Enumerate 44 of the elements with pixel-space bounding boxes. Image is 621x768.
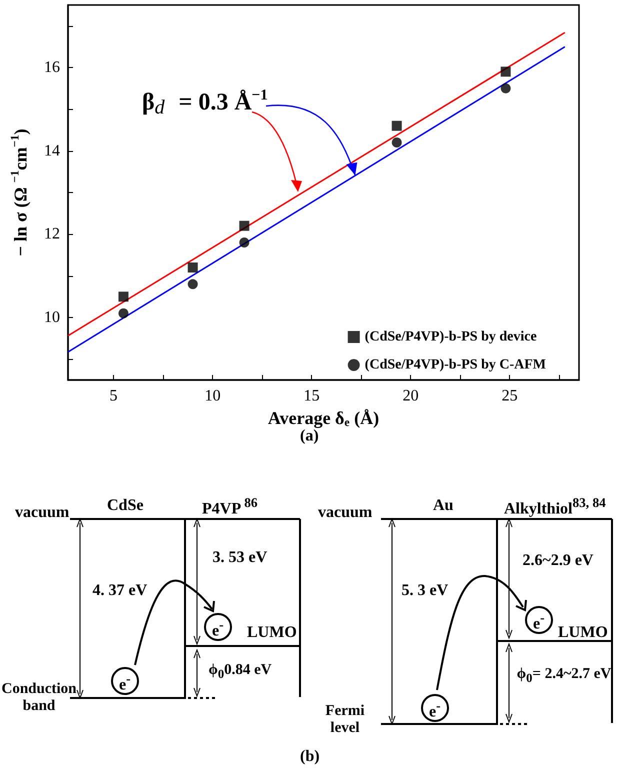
text: Au [433,496,454,514]
text: LUMO [247,624,297,640]
text: LUMO [558,624,608,640]
point [239,220,250,231]
x-tick-label: 20 [402,388,419,404]
text: Fermi level [324,703,366,737]
y-tick-label: 12 [44,226,60,243]
y-tick-label: 14 [44,142,60,160]
point [239,238,250,248]
text: 3. 53 eV [212,548,268,566]
text: ϕ$_{0}$= 2.4~2.7 eV [516,666,612,686]
text: Conduction band [1,681,77,715]
text: 5. 3 eV [402,582,448,598]
point [188,262,198,272]
text: e$^{-}$ [533,608,545,632]
text: Alkylthiol$^{83, 84}$ [504,494,606,517]
x-tick-label: 15 [304,388,320,404]
y-axis-title: − ln σ (Ω −1cm−1) [8,128,31,256]
text: (a) [300,428,319,444]
legend-label: (CdSe/P4VP)-b-PS by device [364,330,537,344]
text: (b) [300,748,320,765]
point [188,279,198,290]
x-tick-label: 5 [110,388,118,404]
text: ϕ$_{0}$0.84 eV [207,662,273,682]
text: vacuum [15,504,70,520]
text: CdSe [107,496,144,514]
text: e$^{-}$ [429,696,441,720]
text: e$^{-}$ [119,670,131,693]
point [392,138,402,148]
text: e$^{-}$ [212,616,224,639]
text: P4VP $^{86}$ [202,494,258,517]
text: vacuum [318,504,372,520]
point [392,120,402,131]
legend-label: (CdSe/P4VP)-b-PS by C-AFM [364,358,546,372]
text: 4. 37 eV [92,582,148,598]
x-tick-label: 10 [204,388,221,404]
point [500,83,511,94]
x-tick-label: 25 [502,388,518,404]
point [118,308,128,318]
point [500,66,511,77]
point [118,292,128,302]
y-tick-label: 16 [44,59,60,76]
y-tick-label: 10 [44,309,60,326]
text: 2.6~2.9 eV [522,552,594,568]
